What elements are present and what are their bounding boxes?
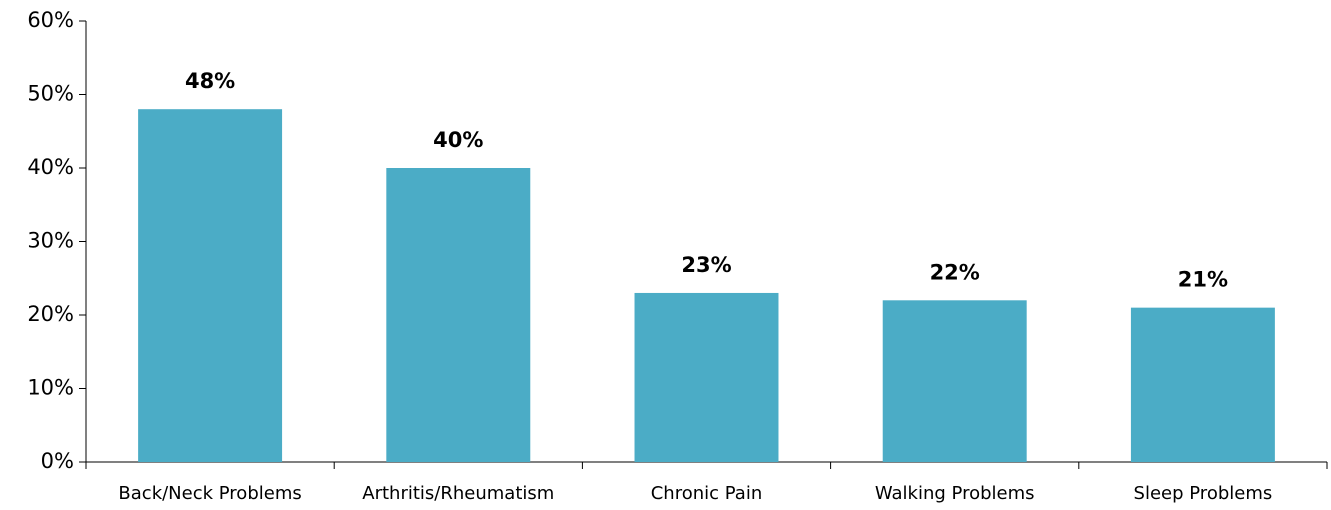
y-tick-label: 10% <box>27 376 74 400</box>
y-tick-label: 40% <box>27 155 74 179</box>
y-tick-label: 20% <box>27 302 74 326</box>
x-tick-label: Chronic Pain <box>651 483 763 504</box>
bar <box>882 300 1027 462</box>
bar <box>634 292 779 462</box>
value-label: 48% <box>185 69 235 93</box>
bar <box>138 109 283 462</box>
value-label: 21% <box>1178 268 1228 292</box>
value-label: 40% <box>433 128 483 152</box>
x-tick-label: Sleep Problems <box>1134 483 1273 504</box>
value-label: 23% <box>681 253 731 277</box>
x-tick-label: Back/Neck Problems <box>118 483 301 504</box>
y-tick-label: 0% <box>41 449 74 473</box>
bar <box>386 168 531 462</box>
y-tick-label: 30% <box>27 229 74 253</box>
x-tick-label: Arthritis/Rheumatism <box>362 483 554 504</box>
y-tick-label: 60% <box>27 8 74 32</box>
y-tick-label: 50% <box>27 82 74 106</box>
value-label: 22% <box>930 260 980 284</box>
x-tick-label: Walking Problems <box>875 483 1035 504</box>
bar <box>1130 307 1275 462</box>
